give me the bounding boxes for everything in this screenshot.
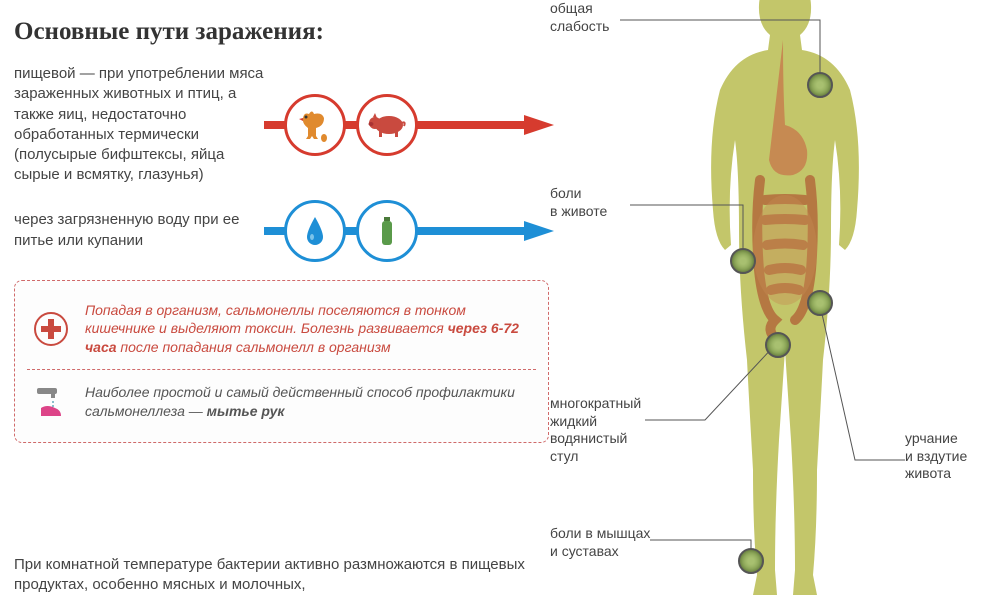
route-food-text: пищевой — при употреблении мяса зараженн… xyxy=(14,64,274,186)
chicken-icon xyxy=(284,94,346,156)
main-title: Основные пути заражения: xyxy=(14,18,554,46)
info-toxin-text: Попадая в организм, сальмонеллы поселяют… xyxy=(85,301,532,358)
medical-cross-icon xyxy=(31,309,71,349)
label-abdomen-pain: болив животе xyxy=(550,185,607,220)
info-wash-text: Наиболее простой и самый действенный спо… xyxy=(85,383,532,421)
route-food: пищевой — при употреблении мяса зараженн… xyxy=(14,64,554,186)
info-panel: Попадая в организм, сальмонеллы поселяют… xyxy=(14,280,549,444)
drop-icon xyxy=(284,200,346,262)
marker-weakness xyxy=(807,72,833,98)
info-row-toxin: Попадая в организм, сальмонеллы поселяют… xyxy=(27,293,536,366)
label-stool: многократныйжидкийводянистыйстул xyxy=(550,395,641,465)
label-bloating: урчаниеи вздутиеживота xyxy=(905,430,967,483)
info-row-wash: Наиболее простой и самый действенный спо… xyxy=(27,374,536,430)
body-diagram: общаяслабость болив животе многократныйж… xyxy=(575,0,975,600)
label-weakness: общаяслабость xyxy=(550,0,609,35)
bottle-icon xyxy=(356,200,418,262)
route-water: через загрязненную воду при ее питье или… xyxy=(14,200,554,262)
marker-stool xyxy=(765,332,791,358)
label-joints: боли в мышцахи суставах xyxy=(550,525,650,560)
wash-hands-icon xyxy=(31,382,71,422)
pig-icon xyxy=(356,94,418,156)
marker-abdomen-pain xyxy=(730,248,756,274)
bottom-text: При комнатной температуре бактерии актив… xyxy=(14,555,564,596)
leader-lines xyxy=(575,0,975,600)
marker-bloating xyxy=(807,290,833,316)
route-water-text: через загрязненную воду при ее питье или… xyxy=(14,210,274,251)
marker-joints xyxy=(738,548,764,574)
